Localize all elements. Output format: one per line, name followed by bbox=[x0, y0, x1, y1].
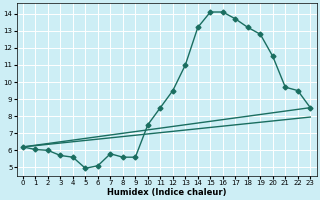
X-axis label: Humidex (Indice chaleur): Humidex (Indice chaleur) bbox=[107, 188, 226, 197]
